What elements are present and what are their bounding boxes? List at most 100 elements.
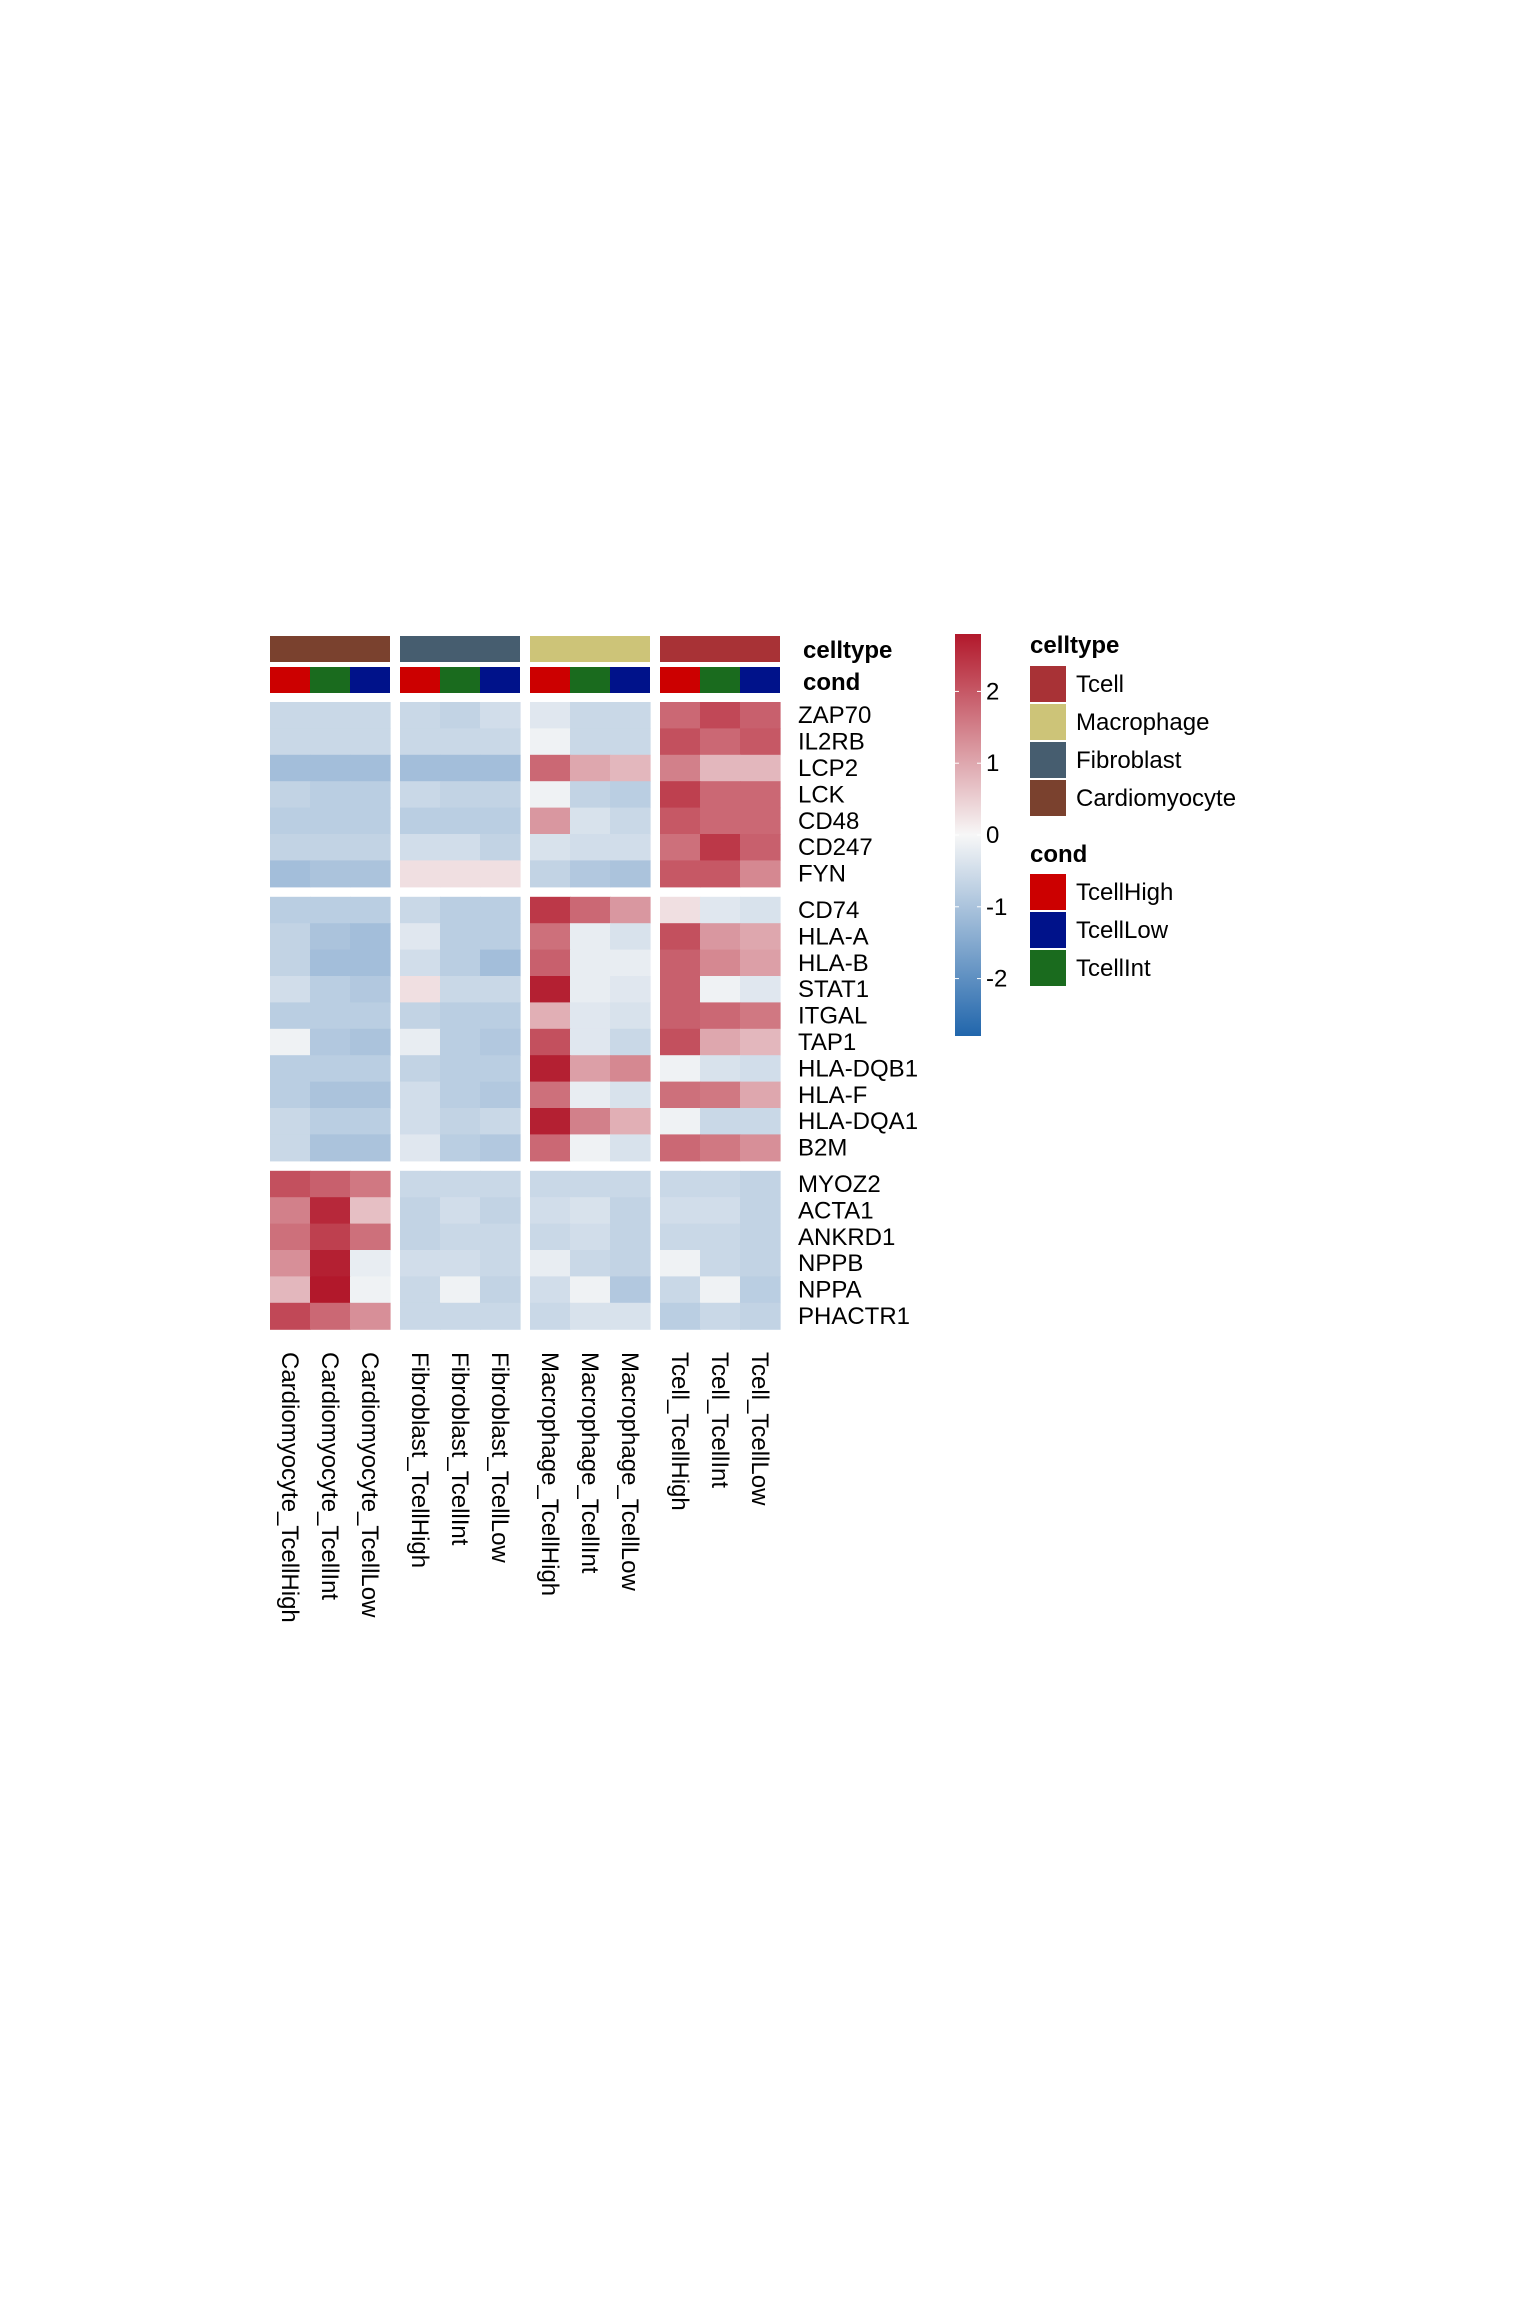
heatmap-cell xyxy=(480,1223,521,1251)
heatmap-cell xyxy=(740,1002,781,1030)
heatmap-cell xyxy=(440,1134,481,1162)
cond-annotation-cell xyxy=(350,667,390,693)
heatmap-cell xyxy=(400,807,441,835)
heatmap-cell xyxy=(700,860,741,888)
colorbar-tick-label: -2 xyxy=(986,966,1007,993)
heatmap-cell xyxy=(400,976,441,1003)
heatmap-cell xyxy=(440,728,481,756)
heatmap-cell xyxy=(310,1302,351,1330)
heatmap-cell xyxy=(570,1134,611,1162)
heatmap-cell xyxy=(570,1055,611,1083)
heatmap-cell xyxy=(740,781,781,809)
row-label: HLA-B xyxy=(798,950,869,977)
heatmap-cell xyxy=(530,1108,571,1135)
heatmap-cell xyxy=(660,976,701,1003)
row-label: ACTA1 xyxy=(798,1197,874,1224)
heatmap-cell xyxy=(440,1197,481,1225)
heatmap-cell xyxy=(570,949,611,977)
heatmap-cell xyxy=(660,1276,701,1304)
heatmap-cell xyxy=(270,1170,311,1198)
heatmap-cell xyxy=(610,807,651,835)
heatmap-cell xyxy=(700,834,741,861)
heatmap-cell xyxy=(310,860,351,888)
heatmap-cell xyxy=(350,1223,391,1251)
heatmap-cell xyxy=(660,1223,701,1251)
legend-item-label: TcellInt xyxy=(1076,955,1151,982)
row-label: IL2RB xyxy=(798,729,865,756)
column-label: Fibroblast_TcellInt xyxy=(446,1352,473,1546)
heatmap-cell xyxy=(350,860,391,888)
heatmap-cell xyxy=(400,1302,441,1330)
heatmap-cell xyxy=(480,1170,521,1198)
heatmap-cell xyxy=(350,1250,391,1277)
row-label: HLA-DQB1 xyxy=(798,1055,918,1082)
heatmap-cell xyxy=(740,807,781,835)
heatmap-cell xyxy=(660,923,701,951)
heatmap-cell xyxy=(660,1134,701,1162)
row-label: TAP1 xyxy=(798,1029,856,1056)
heatmap-cell xyxy=(480,834,521,861)
heatmap-cell xyxy=(310,1197,351,1225)
heatmap-cell xyxy=(700,1055,741,1083)
heatmap-cells xyxy=(270,702,781,1330)
heatmap-cell xyxy=(270,860,311,888)
heatmap-cell xyxy=(740,896,781,924)
heatmap-cell xyxy=(530,1170,571,1198)
heatmap-cell xyxy=(480,1055,521,1083)
heatmap-cell xyxy=(660,1108,701,1135)
column-label: Fibroblast_TcellHigh xyxy=(406,1352,433,1568)
heatmap-cell xyxy=(660,949,701,977)
heatmap-cell xyxy=(740,1223,781,1251)
heatmap-cell xyxy=(570,896,611,924)
heatmap-cell xyxy=(480,896,521,924)
column-annotations xyxy=(270,636,780,693)
row-label: CD247 xyxy=(798,834,873,861)
cond-annotation-cell xyxy=(440,667,480,693)
legend-swatch xyxy=(1030,950,1066,986)
heatmap-cell xyxy=(350,781,391,809)
heatmap-cell xyxy=(270,728,311,756)
heatmap-cell xyxy=(570,1108,611,1135)
heatmap-cell xyxy=(570,1081,611,1109)
heatmap-cell xyxy=(700,976,741,1003)
row-label: ITGAL xyxy=(798,1003,867,1030)
celltype-annotation-cell xyxy=(570,636,610,662)
heatmap-cell xyxy=(660,781,701,809)
heatmap-cell xyxy=(400,923,441,951)
heatmap-cell xyxy=(270,834,311,861)
row-label: STAT1 xyxy=(798,976,869,1003)
heatmap-cell xyxy=(570,1276,611,1304)
heatmap-cell xyxy=(700,728,741,756)
heatmap-cell xyxy=(530,923,571,951)
celltype-annotation-label: celltype xyxy=(803,637,892,664)
heatmap-cell xyxy=(270,1134,311,1162)
cond-annotation-label: cond xyxy=(803,669,860,696)
heatmap-cell xyxy=(610,781,651,809)
heatmap-cell xyxy=(610,949,651,977)
heatmap-cell xyxy=(530,834,571,861)
cond-annotation-cell xyxy=(530,667,570,693)
heatmap-cell xyxy=(480,1250,521,1277)
heatmap-cell xyxy=(700,1002,741,1030)
heatmap-cell xyxy=(440,860,481,888)
heatmap-cell xyxy=(480,781,521,809)
heatmap-cell xyxy=(660,1081,701,1109)
heatmap-cell xyxy=(610,1055,651,1083)
heatmap-cell xyxy=(440,834,481,861)
row-label: B2M xyxy=(798,1135,847,1162)
row-label: HLA-DQA1 xyxy=(798,1108,918,1135)
heatmap-cell xyxy=(700,1134,741,1162)
heatmap-cell xyxy=(740,1028,781,1056)
row-label: PHACTR1 xyxy=(798,1303,910,1330)
legend-item-label: Cardiomyocyte xyxy=(1076,785,1236,812)
celltype-annotation-cell xyxy=(700,636,740,662)
colorbar-tick-label: 1 xyxy=(986,750,999,777)
heatmap-cell xyxy=(440,1002,481,1030)
heatmap-cell xyxy=(310,781,351,809)
legend-celltype-title: celltype xyxy=(1030,632,1119,659)
heatmap-cell xyxy=(610,1197,651,1225)
heatmap-cell xyxy=(530,728,571,756)
heatmap-cell xyxy=(310,1250,351,1277)
heatmap-cell xyxy=(700,949,741,977)
